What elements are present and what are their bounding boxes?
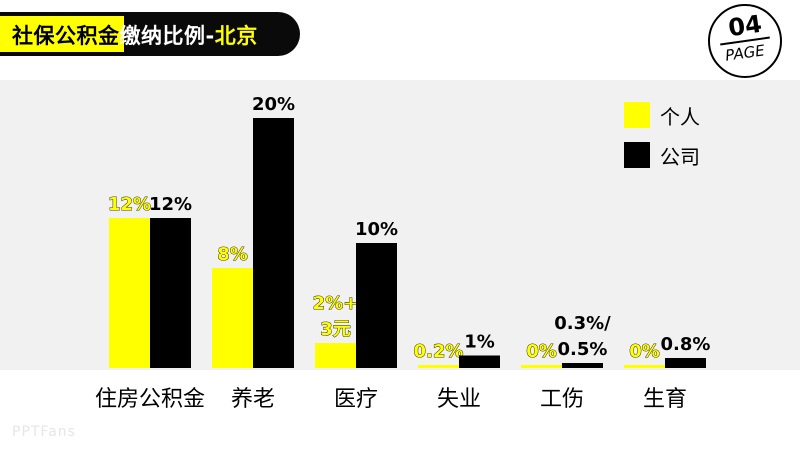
page-badge: 04 PAGE bbox=[708, 4, 782, 78]
legend-label-personal: 个人 bbox=[660, 104, 700, 129]
data-label-company-5: 0.8% bbox=[661, 334, 711, 355]
title-part-3: 北京 bbox=[214, 24, 258, 48]
bar-company-5 bbox=[665, 358, 706, 368]
title-part-2: 缴纳比例- bbox=[119, 24, 215, 48]
bar-company-3 bbox=[459, 355, 500, 368]
data-label-personal-3: 0.2% bbox=[414, 341, 464, 362]
bar-personal-5 bbox=[624, 365, 665, 368]
category-label-5: 生育 bbox=[643, 387, 687, 412]
data-label-personal-0: 12% bbox=[108, 194, 151, 215]
legend-swatch-company bbox=[624, 142, 650, 168]
category-label-1: 养老 bbox=[231, 387, 275, 412]
category-label-2: 医疗 bbox=[334, 387, 378, 412]
category-label-3: 失业 bbox=[437, 387, 481, 412]
bar-personal-1 bbox=[212, 268, 253, 368]
category-label-0: 住房公积金 bbox=[95, 387, 205, 412]
chart-legend: 个人 公司 bbox=[624, 100, 700, 180]
legend-label-company: 公司 bbox=[660, 144, 700, 169]
data-label-company-4-line0: 0.3%/ bbox=[554, 313, 611, 334]
bar-personal-0 bbox=[109, 218, 150, 368]
bar-personal-2 bbox=[315, 343, 356, 368]
legend-swatch-personal bbox=[624, 102, 650, 128]
bar-personal-4 bbox=[521, 365, 562, 368]
data-label-company-4-line1: 0.5% bbox=[558, 339, 608, 360]
data-label-company-1: 20% bbox=[252, 94, 295, 115]
data-label-personal-2-line1: 3元 bbox=[320, 319, 351, 340]
bar-company-0 bbox=[150, 218, 191, 368]
bar-personal-3 bbox=[418, 365, 459, 368]
data-label-personal-4: 0% bbox=[526, 341, 557, 362]
title-highlight bbox=[0, 16, 124, 52]
data-label-personal-1: 8% bbox=[217, 244, 248, 265]
bar-company-1 bbox=[253, 118, 294, 368]
bar-company-4 bbox=[562, 363, 603, 368]
data-label-company-2: 10% bbox=[355, 219, 398, 240]
page-title: 社保公积金缴纳比例-北京 bbox=[12, 20, 258, 50]
data-label-company-0: 12% bbox=[149, 194, 192, 215]
bar-company-2 bbox=[356, 243, 397, 368]
category-label-4: 工伤 bbox=[540, 387, 584, 412]
data-label-company-3: 1% bbox=[464, 332, 495, 353]
legend-item-personal: 个人 bbox=[624, 100, 700, 130]
data-label-personal-2-line0: 2%+ bbox=[313, 293, 359, 314]
title-part-1: 社保公积金 bbox=[12, 24, 120, 48]
watermark: PPTFans bbox=[12, 424, 76, 440]
legend-item-company: 公司 bbox=[624, 140, 700, 170]
data-label-personal-5: 0% bbox=[629, 341, 660, 362]
